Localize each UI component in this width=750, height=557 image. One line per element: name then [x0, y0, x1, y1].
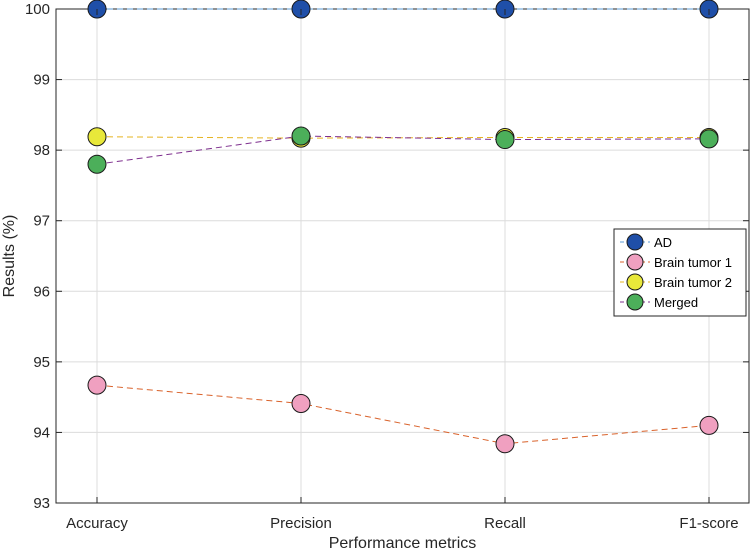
x-tick-label: Accuracy — [66, 515, 128, 532]
y-tick-label: 98 — [33, 142, 50, 159]
y-tick-label: 97 — [33, 213, 50, 230]
y-tick-label: 93 — [33, 495, 50, 512]
series-lines — [96, 8, 710, 445]
x-axis-ticks: Accuracy Precision Recall F1-score — [66, 9, 739, 532]
data-point-3-3 — [699, 129, 719, 149]
y-tick-label: 95 — [33, 354, 50, 371]
series-line-2 — [96, 136, 709, 139]
legend-marker-2 — [626, 273, 644, 291]
legend-marker-3 — [626, 293, 644, 311]
x-tick-label: Precision — [270, 515, 332, 532]
legend-marker-0 — [626, 233, 644, 251]
data-point-1-0 — [87, 375, 107, 395]
series-line-3 — [96, 135, 710, 165]
legend-label-3: Merged — [654, 295, 698, 310]
grid — [56, 8, 749, 504]
x-tick-label: Recall — [484, 515, 526, 532]
legend-label-0: AD — [654, 235, 672, 250]
x-tick-label: F1-score — [679, 515, 738, 532]
y-axis-label: Results (%) — [1, 215, 18, 298]
y-axis-ticks: 93 94 95 96 97 98 99 100 — [25, 1, 749, 512]
legend-label-2: Brain tumor 2 — [654, 275, 732, 290]
data-point-1-1 — [291, 393, 311, 413]
legend-label-1: Brain tumor 1 — [654, 255, 732, 270]
y-tick-label: 99 — [33, 72, 50, 89]
data-point-3-1 — [291, 126, 311, 146]
data-point-3-2 — [495, 130, 515, 150]
series-line-1 — [96, 384, 710, 445]
x-axis-label: Performance metrics — [329, 535, 477, 552]
series-markers — [87, 0, 719, 454]
y-tick-label: 96 — [33, 283, 50, 300]
data-point-1-2 — [495, 434, 515, 454]
legend-marker-1 — [626, 253, 644, 271]
data-point-3-0 — [87, 154, 107, 174]
data-point-1-3 — [699, 415, 719, 435]
y-tick-label: 94 — [33, 424, 50, 441]
legend: AD Brain tumor 1 Brain tumor 2 Merged — [613, 228, 747, 317]
data-point-2-0 — [87, 127, 107, 147]
y-tick-label: 100 — [25, 1, 50, 18]
